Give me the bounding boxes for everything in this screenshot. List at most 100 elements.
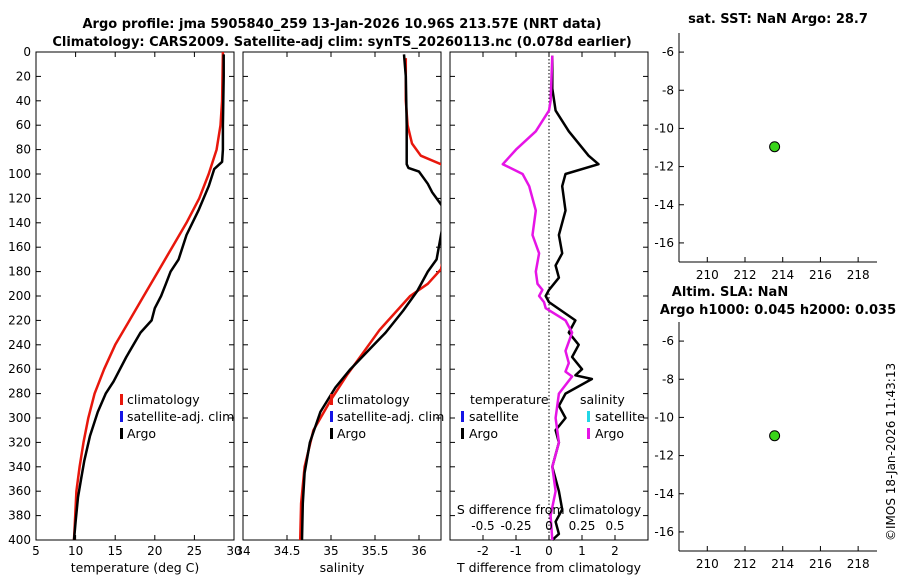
y-tick-label: 100 xyxy=(8,167,31,181)
title-line2: Climatology: CARS2009. Satellite-adj cli… xyxy=(52,35,631,50)
legend-label: Argo xyxy=(595,426,624,441)
legend-label: Argo xyxy=(127,426,156,441)
x2-tick-label: -0.25 xyxy=(500,519,531,533)
x-tick-label: 36 xyxy=(411,544,426,558)
x2-tick-label: 0 xyxy=(545,519,553,533)
series-climatology-temperature xyxy=(72,51,225,541)
x-tick-label: 35 xyxy=(323,544,338,558)
y-tick-label: 200 xyxy=(8,289,31,303)
y-tick-label: 180 xyxy=(8,265,31,279)
x-tick-label: 34.5 xyxy=(274,544,301,558)
legend-label: Argo xyxy=(337,426,366,441)
map-x-tick-label: 212 xyxy=(734,557,757,571)
y-tick-label: 300 xyxy=(8,411,31,425)
x-tick-label: 25 xyxy=(187,544,202,558)
legend-label: Argo xyxy=(469,426,498,441)
map-x-tick-label: 218 xyxy=(847,268,870,282)
panel-frame-temperature xyxy=(35,51,235,541)
y-tick-label: 220 xyxy=(8,313,31,327)
series-argo-temperature xyxy=(72,54,225,541)
x-tick-label: 2 xyxy=(611,544,619,558)
x-axis-label-temperature: temperature (deg C) xyxy=(71,560,200,575)
map-y-tick-label: -14 xyxy=(654,487,674,501)
y-tick-label: 400 xyxy=(8,533,31,547)
map-x-tick-label: 216 xyxy=(809,268,832,282)
legend-label: climatology xyxy=(127,392,200,407)
legend-swatch xyxy=(330,411,333,422)
legend-swatch xyxy=(120,394,123,405)
series-climatology-salinity xyxy=(298,58,441,540)
x-axis-label-difference: T difference from climatology xyxy=(456,560,642,575)
legend-swatch xyxy=(330,394,333,405)
map-x-tick-label: 210 xyxy=(696,557,719,571)
y-tick-label: 40 xyxy=(16,94,31,108)
y-tick-label: 160 xyxy=(8,240,31,254)
panel-frame-difference xyxy=(449,51,649,541)
x-tick-label: 10 xyxy=(68,544,83,558)
map-y-tick-label: -16 xyxy=(654,525,674,539)
map-x-tick-label: 216 xyxy=(809,557,832,571)
x2-axis-label: S difference from climatology xyxy=(457,502,642,517)
x-tick-label: 30 xyxy=(226,544,241,558)
legend-title-temperature: temperature xyxy=(470,392,549,407)
x-axis-label-salinity: salinity xyxy=(320,560,365,575)
legend-swatch xyxy=(120,411,123,422)
legend-swatch xyxy=(587,411,590,422)
map-x-tick-label: 214 xyxy=(771,268,794,282)
legend-label: climatology xyxy=(337,392,410,407)
map-y-tick-label: -12 xyxy=(654,449,674,463)
x-tick-label: -1 xyxy=(510,544,522,558)
legend-label: satellite xyxy=(469,409,519,424)
profile-location-marker xyxy=(769,430,781,442)
legend-swatch xyxy=(587,428,590,439)
y-tick-label: 120 xyxy=(8,191,31,205)
y-tick-label: 140 xyxy=(8,216,31,230)
legend-swatch xyxy=(461,411,464,422)
y-tick-label: 380 xyxy=(8,509,31,523)
title-line1: Argo profile: jma 5905840_259 13-Jan-202… xyxy=(83,17,602,32)
legend-label: satellite-adj. clim xyxy=(127,409,234,424)
map-y-tick-label: -8 xyxy=(662,83,674,97)
sla-map-title: Altim. SLA: NaN xyxy=(672,285,788,300)
x-tick-label: 35.5 xyxy=(362,544,389,558)
y-tick-label: 240 xyxy=(8,338,31,352)
x2-tick-label: -0.5 xyxy=(471,519,494,533)
y-tick-label: 280 xyxy=(8,387,31,401)
map-x-tick-label: 214 xyxy=(771,557,794,571)
sst-map-title: sat. SST: NaN Argo: 28.7 xyxy=(688,12,868,27)
x2-tick-label: 0.25 xyxy=(569,519,596,533)
legend-title-salinity: salinity xyxy=(580,392,625,407)
map-y-tick-label: -10 xyxy=(654,410,674,424)
legend-swatch xyxy=(461,428,464,439)
y-tick-label: 20 xyxy=(16,69,31,83)
legend-label: satellite xyxy=(595,409,645,424)
series-argo-salinity xyxy=(300,54,441,540)
map-y-tick-label: -6 xyxy=(662,334,674,348)
map-y-tick-label: -14 xyxy=(654,198,674,212)
y-tick-label: 260 xyxy=(8,362,31,376)
side-label: ©IMOS 18-Jan-2026 11:43:13 xyxy=(884,362,898,541)
x-tick-label: 15 xyxy=(108,544,123,558)
legend-label: satellite-adj. clim xyxy=(337,409,444,424)
series-s-difference-argo xyxy=(501,55,574,541)
map-y-tick-label: -8 xyxy=(662,372,674,386)
map-x-tick-label: 210 xyxy=(696,268,719,282)
y-tick-label: 360 xyxy=(8,484,31,498)
map-y-tick-label: -10 xyxy=(654,121,674,135)
x-tick-label: 5 xyxy=(32,544,40,558)
map-y-tick-label: -16 xyxy=(654,236,674,250)
x2-tick-label: 0.5 xyxy=(605,519,624,533)
map-x-tick-label: 212 xyxy=(734,268,757,282)
map-x-tick-label: 218 xyxy=(847,557,870,571)
x-tick-label: 0 xyxy=(545,544,553,558)
x-tick-label: 20 xyxy=(147,544,162,558)
y-tick-label: 80 xyxy=(16,143,31,157)
y-tick-label: 320 xyxy=(8,435,31,449)
y-tick-label: 0 xyxy=(23,45,31,59)
x-tick-label: -2 xyxy=(477,544,489,558)
legend-swatch xyxy=(120,428,123,439)
map-y-tick-label: -6 xyxy=(662,45,674,59)
map-y-tick-label: -12 xyxy=(654,160,674,174)
sla-map-title2: Argo h1000: 0.045 h2000: 0.035 xyxy=(660,303,896,318)
